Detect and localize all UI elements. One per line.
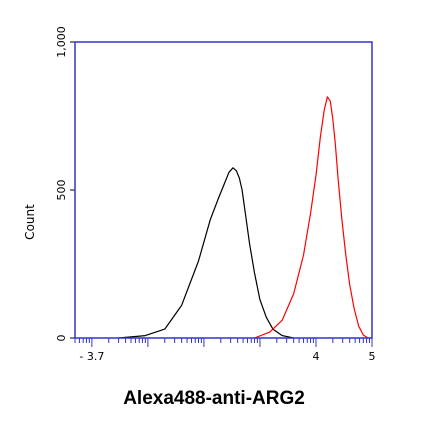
y-axis-label: Count: [23, 204, 37, 240]
y-tick-label: 500: [55, 180, 68, 201]
series-line-2: [254, 96, 369, 339]
y-tick-label: 1,000: [55, 26, 68, 58]
y-tick-label: 0: [55, 335, 68, 342]
x-tick-label: - 3.7: [79, 350, 104, 363]
plot-frame: [74, 41, 373, 339]
histogram-chart: Count 0 500 1,000 - 3.7 4 5: [23, 26, 376, 363]
x-axis-ticks: - 3.7 4 5: [74, 338, 376, 363]
x-tick-label: 4: [312, 350, 319, 363]
y-axis-ticks: 0 500 1,000: [55, 26, 75, 342]
series-line-1: [118, 167, 294, 339]
x-tick-label: 5: [369, 350, 376, 363]
x-axis-title: Alexa488-anti-ARG2: [123, 388, 305, 409]
series-layer: [118, 96, 369, 339]
